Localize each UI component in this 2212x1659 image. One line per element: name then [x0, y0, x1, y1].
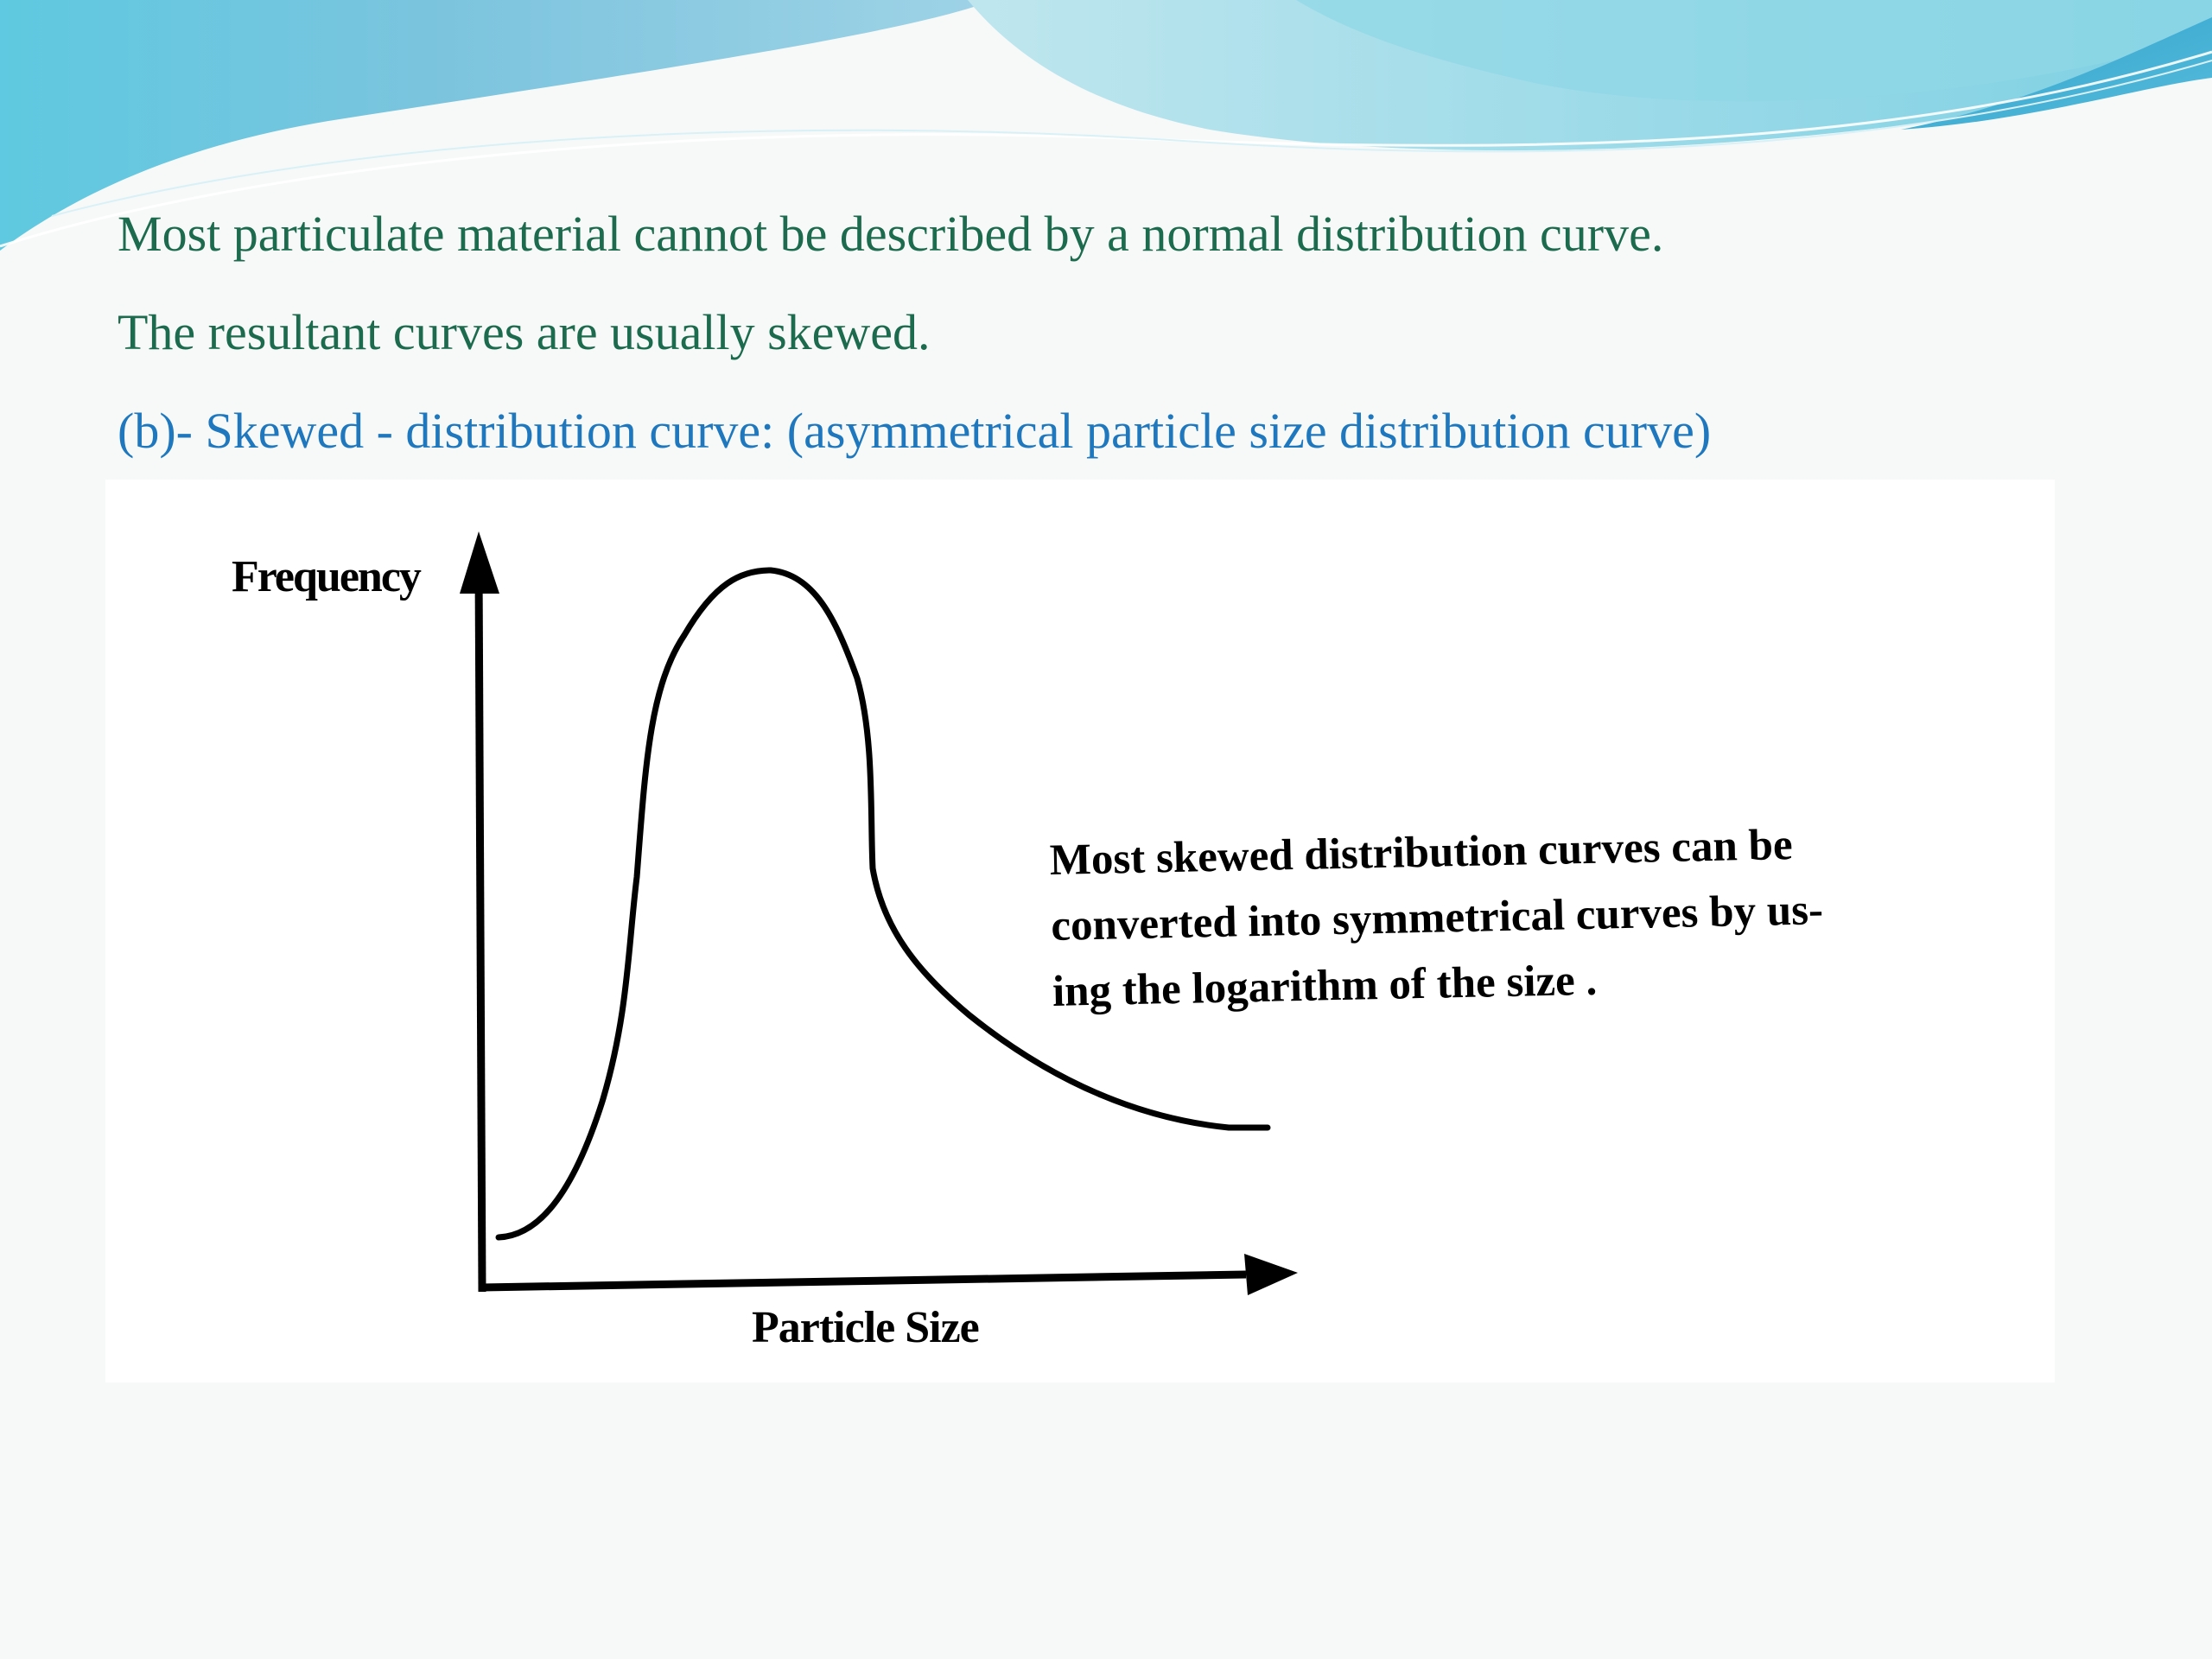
skewed-distribution-curve: [495, 567, 1271, 1241]
skewed-distribution-figure: Frequency Particle Size Most skewed dist…: [105, 480, 2055, 1382]
figure-annotation: Most skewed distribution curves can be c…: [1049, 809, 1969, 1025]
intro-text-line: Most particulate material cannot be desc…: [118, 206, 1664, 262]
y-axis-label: Frequency: [232, 552, 422, 601]
header-wave-decoration: [0, 0, 2212, 251]
figure-drawing: [460, 531, 1298, 1295]
x-axis-arrowhead: [1244, 1254, 1298, 1295]
section-subheading: (b)- Skewed - distribution curve: (asymm…: [118, 403, 1712, 459]
y-axis-line: [474, 565, 486, 1293]
x-axis-line: [481, 1270, 1247, 1292]
y-axis-arrowhead: [460, 531, 499, 594]
skew-statement: The resultant curves are usually skewed.: [118, 304, 931, 360]
x-axis-label: Particle Size: [752, 1303, 980, 1352]
